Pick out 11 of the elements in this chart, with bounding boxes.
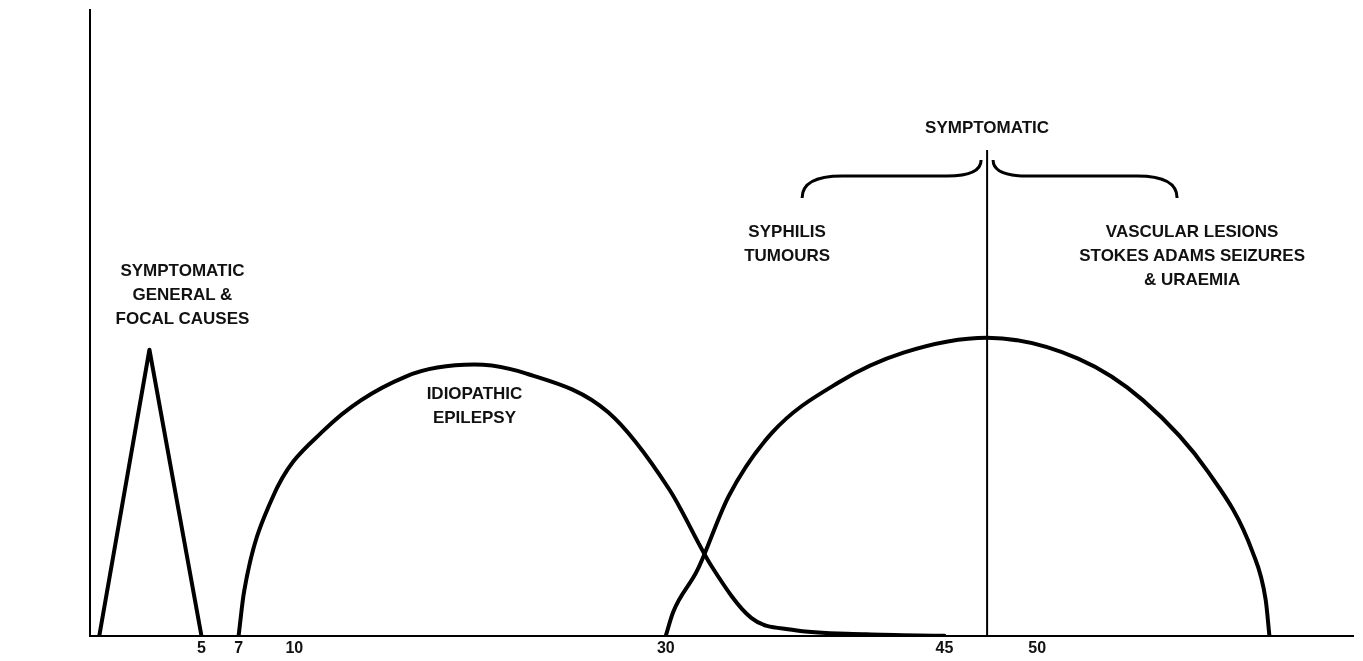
- x-tick-label: 50: [1028, 638, 1047, 656]
- x-tick-label: 7: [234, 638, 244, 656]
- series-label: IDIOPATHIC EPILEPSY: [426, 384, 523, 428]
- x-tick-label: 45: [935, 638, 954, 656]
- x-tick-label: 5: [196, 638, 206, 656]
- x-tick-label: 10: [285, 638, 304, 656]
- text: SYPHILIS TUMOURS: [744, 221, 831, 265]
- text: SYMPTOMATIC GENERAL & FOCAL CAUSES: [115, 261, 250, 329]
- ref-line-label: SYMPTOMATIC: [925, 117, 1050, 137]
- x-tick-label: 30: [656, 638, 675, 656]
- text: VASCULAR LESIONS STOKES ADAMS SEIZURES & URAEMIA: [1079, 221, 1305, 289]
